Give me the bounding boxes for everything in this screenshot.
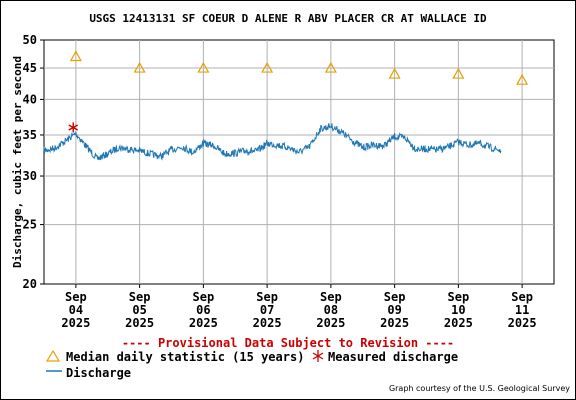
median-point	[452, 67, 465, 79]
x-tick-label: 11	[515, 303, 529, 317]
x-tick-label: 06	[196, 303, 210, 317]
y-tick-label: 40	[23, 92, 37, 106]
x-tick-label: Sep	[320, 290, 342, 304]
x-tick-label: 2025	[189, 316, 218, 330]
x-tick-label: Sep	[65, 290, 87, 304]
x-tick-label: Sep	[256, 290, 278, 304]
discharge-series-line	[43, 123, 502, 161]
median-point	[197, 61, 210, 73]
median-point	[261, 61, 274, 73]
x-tick-label: Sep	[448, 290, 470, 304]
provisional-notice: ---- Provisional Data Subject to Revisio…	[121, 336, 455, 350]
x-tick-label: 2025	[444, 316, 473, 330]
x-tick-label: 10	[451, 303, 465, 317]
legend-discharge-row: Discharge	[46, 366, 131, 380]
legend-median-row: Median daily statistic (15 years)	[45, 349, 305, 364]
median-triangle-icon	[45, 349, 66, 364]
y-tick-label: 45	[23, 61, 37, 75]
median-point	[388, 67, 401, 79]
plot-area-border	[43, 39, 555, 285]
x-tick-label: 09	[387, 303, 401, 317]
x-tick-label: Sep	[384, 290, 406, 304]
x-tick-label: 2025	[508, 316, 537, 330]
x-tick-label: 2025	[125, 316, 154, 330]
legend-discharge-label: Discharge	[66, 366, 132, 380]
x-tick-label: 05	[132, 303, 146, 317]
legend-measured-row: Measured discharge	[312, 350, 458, 364]
x-tick-label: 04	[69, 303, 83, 317]
median-point	[133, 61, 146, 73]
measured-point	[68, 122, 79, 133]
y-tick-label: 30	[23, 169, 37, 183]
x-tick-label: Sep	[511, 290, 533, 304]
credit-text: Graph courtesy of the U.S. Geological Su…	[388, 384, 570, 393]
legend-measured-label: Measured discharge	[328, 350, 459, 364]
discharge-line-icon	[46, 366, 66, 380]
x-tick-label: 08	[324, 303, 338, 317]
y-tick-label: 35	[23, 128, 37, 142]
measured-asterisk-icon	[312, 350, 328, 364]
x-tick-label: 07	[260, 303, 274, 317]
x-tick-label: 2025	[61, 316, 90, 330]
median-point	[516, 73, 529, 85]
x-tick-label: 2025	[316, 316, 345, 330]
y-tick-label: 20	[23, 277, 37, 291]
median-point	[324, 61, 337, 73]
y-tick-label: 50	[23, 33, 37, 47]
y-tick-label: 25	[23, 218, 37, 232]
legend-median-label: Median daily statistic (15 years)	[66, 350, 305, 364]
x-tick-label: 2025	[253, 316, 282, 330]
x-tick-label: Sep	[129, 290, 151, 304]
x-tick-label: Sep	[193, 290, 215, 304]
chart-title: USGS 12413131 SF COEUR D ALENE R ABV PLA…	[89, 12, 487, 25]
x-tick-label: 2025	[380, 316, 409, 330]
median-point	[69, 50, 82, 62]
